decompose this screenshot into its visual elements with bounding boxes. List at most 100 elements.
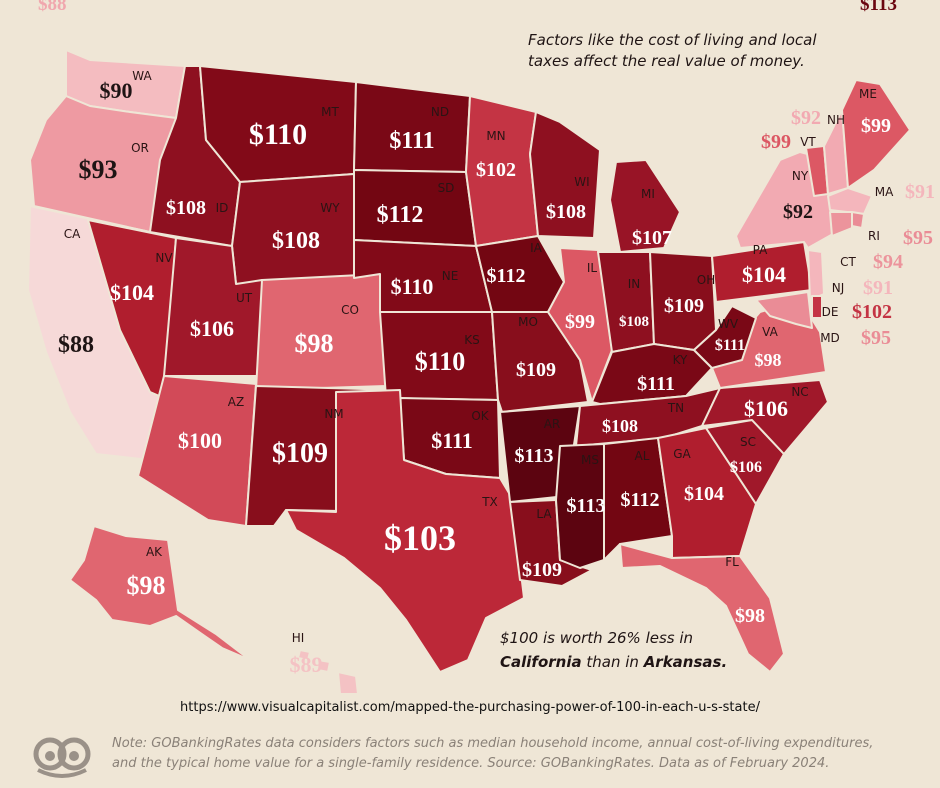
state-abbr-NY: NY xyxy=(792,169,809,183)
state-abbr-TN: TN xyxy=(667,401,684,415)
state-abbr-IN: IN xyxy=(628,277,641,291)
state-abbr-NJ: NJ xyxy=(832,281,845,295)
state-AK xyxy=(69,525,251,661)
state-value-AK: $98 xyxy=(127,571,166,600)
state-abbr-NH: NH xyxy=(827,113,845,127)
state-value-IA: $112 xyxy=(487,265,526,287)
state-value-DE: $102 xyxy=(852,301,892,323)
state-value-CA: $88 xyxy=(58,332,94,358)
state-value-CO: $98 xyxy=(295,329,334,358)
state-abbr-GA: GA xyxy=(673,447,691,461)
source-url[interactable]: https://www.visualcapitalist.com/mapped-… xyxy=(180,700,760,715)
state-value-AZ: $100 xyxy=(178,428,222,453)
note-line-1: Factors like the cost of living and loca… xyxy=(528,31,817,49)
state-abbr-WY: WY xyxy=(320,201,340,215)
state-abbr-CT: CT xyxy=(840,255,856,269)
state-abbr-DE: DE xyxy=(822,305,839,319)
footnote-line-2: and the typical home value for a single-… xyxy=(112,756,830,771)
state-value-MT: $110 xyxy=(249,118,307,151)
state-value-LA: $109 xyxy=(522,559,562,581)
state-value-NE: $110 xyxy=(391,274,434,299)
state-value-ME: $99 xyxy=(861,115,891,137)
state-value-WI: $108 xyxy=(546,201,586,223)
state-abbr-AZ: AZ xyxy=(228,395,244,409)
state-abbr-PA: PA xyxy=(753,243,768,257)
state-value-AR: $113 xyxy=(515,445,554,467)
state-abbr-MT: MT xyxy=(321,105,339,119)
callout-mid: than in xyxy=(586,653,639,671)
state-MD xyxy=(755,291,813,329)
state-value-CT: $94 xyxy=(873,251,903,273)
state-value-ND: $111 xyxy=(389,128,434,154)
state-value-IL: $99 xyxy=(565,311,595,333)
state-abbr-NE: NE xyxy=(442,269,459,283)
state-abbr-AK: AK xyxy=(146,545,163,559)
state-abbr-SD: SD xyxy=(438,181,455,195)
state-abbr-AR: AR xyxy=(544,417,561,431)
state-abbr-RI: RI xyxy=(868,229,880,243)
state-AZ xyxy=(137,375,257,527)
callout-line-1: $100 is worth 26% less in xyxy=(500,629,694,647)
state-abbr-MD: MD xyxy=(820,331,840,345)
state-abbr-NM: NM xyxy=(324,407,343,421)
state-abbr-FL: FL xyxy=(725,555,739,569)
state-abbr-NV: NV xyxy=(155,251,173,265)
state-value-TX: $103 xyxy=(384,518,456,558)
state-value-KY: $111 xyxy=(637,373,675,395)
state-abbr-VA: VA xyxy=(762,325,778,339)
state-abbr-AL: AL xyxy=(635,449,650,463)
state-value-AL: $112 xyxy=(621,489,660,511)
state-value-WA: $90 xyxy=(100,78,133,103)
state-RI xyxy=(851,211,865,229)
state-value-RI: $95 xyxy=(903,227,933,249)
state-value-MS: $113 xyxy=(567,495,606,517)
state-abbr-WV: WV xyxy=(718,317,739,331)
state-value-OK: $111 xyxy=(431,428,473,453)
callout-state-1: California xyxy=(500,653,582,671)
state-abbr-HI: HI xyxy=(292,631,305,645)
state-abbr-MO: MO xyxy=(518,315,538,329)
callout-state-2: Arkansas. xyxy=(643,653,728,671)
state-NV xyxy=(87,219,177,399)
state-value-GA: $104 xyxy=(684,483,724,505)
state-abbr-SC: SC xyxy=(740,435,756,449)
us-state-map: WA$90OR$93CA$88NV$104ID$108MT$110WY$108U… xyxy=(27,49,935,695)
state-value-WV: $111 xyxy=(715,337,745,354)
state-abbr-LA: LA xyxy=(536,507,552,521)
state-abbr-NC: NC xyxy=(791,385,808,399)
state-abbr-MN: MN xyxy=(486,129,505,143)
state-value-UT: $106 xyxy=(190,316,234,341)
state-value-MA: $91 xyxy=(905,181,935,203)
state-value-VA: $98 xyxy=(755,350,782,370)
state-TX xyxy=(285,389,525,673)
state-abbr-KS: KS xyxy=(464,333,480,347)
state-value-NV: $104 xyxy=(110,280,154,305)
state-abbr-MA: MA xyxy=(875,185,894,199)
state-value-TN: $108 xyxy=(602,416,638,436)
state-FL xyxy=(619,543,785,673)
state-value-HI: $89 xyxy=(290,652,323,677)
state-HI xyxy=(297,649,311,661)
state-value-WY: $108 xyxy=(272,228,320,254)
state-value-ID: $108 xyxy=(166,197,206,219)
state-MA xyxy=(827,187,873,215)
state-value-NM: $109 xyxy=(272,438,328,469)
state-abbr-WI: WI xyxy=(574,175,589,189)
state-abbr-ND: ND xyxy=(431,105,449,119)
state-abbr-TX: TX xyxy=(481,495,498,509)
state-value-MN: $102 xyxy=(476,159,516,181)
corner-value-left: $88 xyxy=(38,0,67,15)
state-value-SD: $112 xyxy=(377,202,424,228)
state-CT xyxy=(829,211,853,237)
state-value-FL: $98 xyxy=(735,605,765,627)
footnote: Note: GOBankingRates data considers fact… xyxy=(112,734,912,774)
map-subtitle-note: Factors like the cost of living and loca… xyxy=(528,30,858,72)
callout-line-2: California than in Arkansas. xyxy=(500,650,790,674)
state-value-MD: $95 xyxy=(861,327,891,349)
state-abbr-WA: WA xyxy=(132,69,152,83)
state-HI-3 xyxy=(337,671,359,695)
state-abbr-VT: VT xyxy=(800,135,816,149)
state-value-NH: $92 xyxy=(791,107,821,129)
state-abbr-IL: IL xyxy=(587,261,598,275)
state-HI-2 xyxy=(317,659,331,673)
